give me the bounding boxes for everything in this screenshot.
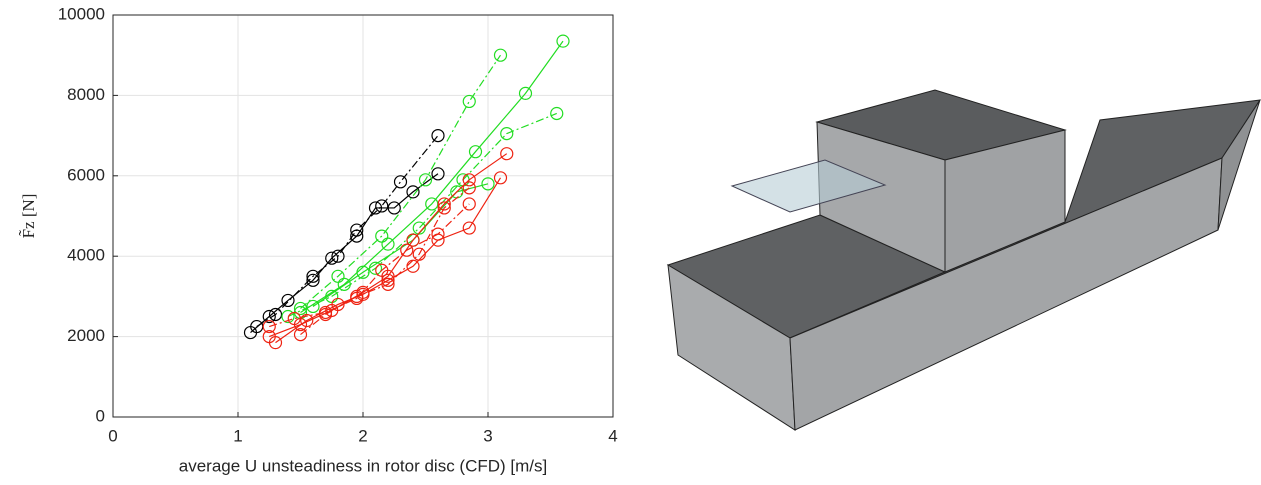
- y-tick-label: 8000: [67, 85, 105, 104]
- y-axis-label: F̃z [N]: [19, 194, 38, 239]
- point: [437, 197, 451, 211]
- x-axis-label: average U unsteadiness in rotor disc (CF…: [179, 456, 547, 475]
- bow: [1217, 99, 1261, 231]
- point: [387, 201, 401, 215]
- series-line: [300, 40, 564, 313]
- point: [262, 309, 276, 324]
- point: [300, 313, 314, 328]
- x-tick-label: 0: [108, 426, 117, 445]
- point: [462, 173, 476, 187]
- point: [462, 94, 476, 109]
- y-tick-label: 10000: [58, 4, 105, 23]
- point: [431, 129, 445, 143]
- axes-box: [112, 14, 614, 418]
- x-tick-label: 1: [233, 426, 242, 445]
- point: [431, 167, 445, 181]
- point: [368, 201, 383, 215]
- point: [262, 319, 276, 334]
- point: [375, 199, 389, 213]
- point: [331, 249, 345, 263]
- point: [293, 327, 308, 342]
- point: [325, 251, 339, 265]
- point: [468, 145, 483, 159]
- series-line: [269, 153, 508, 338]
- point: [500, 126, 514, 141]
- point: [306, 273, 320, 287]
- series-line: [300, 187, 470, 336]
- point: [556, 34, 570, 48]
- series-line: [287, 112, 557, 318]
- point: [462, 181, 476, 195]
- point: [518, 86, 533, 100]
- series-line: [256, 135, 439, 328]
- y-tick-label: 2000: [67, 326, 105, 345]
- point: [381, 277, 395, 291]
- point: [406, 233, 420, 247]
- series-line: [275, 177, 502, 344]
- y-tick-label: 0: [96, 406, 105, 425]
- y-tick-label: 4000: [67, 246, 105, 265]
- point: [331, 269, 345, 283]
- y-tick-label: 6000: [67, 165, 105, 184]
- point: [375, 263, 389, 277]
- point: [406, 185, 420, 199]
- point: [268, 307, 283, 322]
- point: [412, 247, 426, 261]
- point: [400, 243, 414, 257]
- x-tick-label: 4: [608, 426, 617, 445]
- point: [381, 273, 395, 287]
- point: [318, 307, 333, 322]
- point: [462, 197, 476, 211]
- x-tick-label: 3: [483, 426, 492, 445]
- x-tick-label: 2: [358, 426, 367, 445]
- point: [268, 336, 283, 350]
- point: [437, 201, 451, 215]
- point: [375, 229, 389, 243]
- series-line: [300, 54, 501, 309]
- point: [350, 289, 364, 303]
- point: [306, 299, 320, 314]
- point: [500, 147, 514, 161]
- point: [462, 221, 476, 235]
- ship-model: [666, 89, 1261, 431]
- point: [406, 259, 420, 273]
- point: [431, 227, 445, 241]
- point: [550, 106, 564, 121]
- point: [393, 175, 408, 189]
- point: [418, 173, 433, 187]
- point: [493, 48, 508, 62]
- rotor-plane: [730, 159, 887, 213]
- house-side: [944, 129, 1066, 273]
- point: [287, 311, 301, 326]
- point: [306, 269, 320, 283]
- point: [281, 293, 295, 308]
- point: [350, 223, 364, 237]
- point: [356, 265, 370, 279]
- point: [281, 309, 295, 324]
- point: [493, 171, 508, 185]
- point: [481, 177, 495, 191]
